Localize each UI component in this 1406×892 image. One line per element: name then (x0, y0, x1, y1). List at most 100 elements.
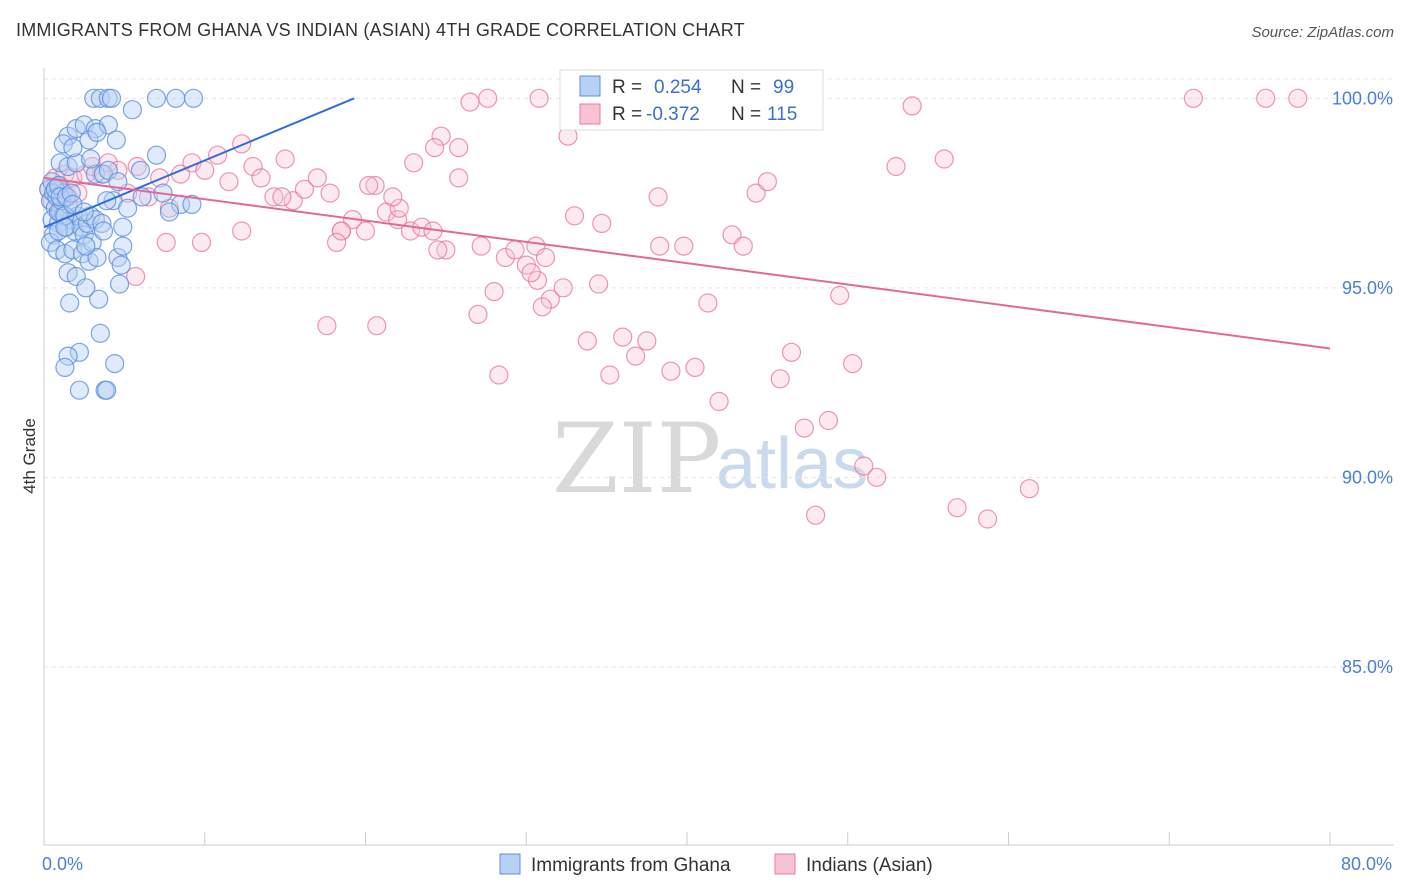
point-indians (1256, 88, 1276, 108)
point-indians (219, 172, 239, 192)
point-ghana (92, 213, 112, 233)
point-indians (600, 365, 620, 385)
point-ghana (105, 354, 125, 374)
point-indians (431, 126, 451, 146)
point-indians (637, 331, 657, 351)
point-indians (521, 263, 541, 283)
legend-r-value-indians: -0.372 (646, 104, 700, 125)
stats-legend: R = 0.254 N = 99 R = -0.372 N = 115 (559, 69, 824, 131)
point-indians (1288, 88, 1308, 108)
point-indians (505, 240, 525, 260)
point-indians (553, 278, 573, 298)
watermark-atlas: atlas (716, 424, 868, 504)
point-indians (1183, 88, 1204, 108)
point-indians (327, 232, 347, 252)
point-ghana (89, 289, 109, 309)
point-indians (126, 266, 146, 287)
trend-line-indians (43, 176, 1331, 350)
point-indians (613, 327, 633, 347)
point-ghana (98, 115, 118, 135)
point-indians (359, 175, 379, 196)
point-indians (532, 297, 552, 317)
chart-title: IMMIGRANTS FROM GHANA VS INDIAN (ASIAN) … (16, 20, 745, 40)
point-indians (275, 149, 295, 169)
point-indians (478, 88, 498, 108)
point-indians (934, 149, 954, 169)
source-label: Source: ZipAtlas.com (1251, 24, 1394, 41)
point-indians (529, 88, 549, 108)
point-indians (564, 206, 585, 226)
point-indians (757, 172, 778, 192)
point-indians (383, 187, 403, 207)
point-indians (460, 92, 480, 112)
bottom-legend-swatch-indians (774, 853, 796, 875)
point-indians (592, 213, 612, 233)
point-indians (674, 236, 694, 256)
point-indians (733, 236, 753, 256)
point-indians (317, 316, 337, 336)
point-ghana (79, 130, 99, 150)
point-ghana (76, 278, 96, 298)
point-indians (648, 187, 668, 207)
point-indians (794, 418, 814, 438)
legend-n-label-indians: N = (731, 104, 761, 125)
point-indians (577, 331, 597, 351)
trend-lines (43, 97, 1331, 350)
point-indians (365, 175, 385, 196)
point-ghana (87, 247, 107, 268)
point-indians (842, 354, 863, 374)
point-ghana (63, 194, 83, 214)
point-indians (709, 391, 729, 412)
series-immigrants-ghana (39, 88, 204, 400)
point-ghana (90, 88, 110, 108)
point-ghana (63, 138, 83, 158)
point-indians (425, 138, 445, 158)
point-indians (805, 505, 826, 525)
point-ghana (159, 202, 179, 222)
point-ghana (122, 100, 142, 120)
point-ghana (69, 380, 90, 400)
bottom-legend-label-ghana: Immigrants from Ghana (531, 855, 731, 876)
point-ghana (101, 88, 122, 108)
legend-n-value-ghana: 99 (773, 77, 794, 98)
point-indians (977, 509, 998, 529)
point-ghana (113, 217, 133, 237)
point-indians (489, 365, 509, 385)
point-indians (698, 293, 718, 313)
point-indians (127, 156, 147, 177)
point-ghana (97, 380, 117, 400)
point-indians (484, 282, 504, 302)
legend-swatch-ghana (579, 75, 601, 97)
point-indians (947, 498, 967, 518)
point-ghana (90, 323, 110, 343)
watermark-zip: ZIP (552, 403, 721, 515)
point-indians (294, 179, 314, 199)
point-indians (355, 221, 376, 241)
point-indians (540, 289, 561, 309)
point-indians (436, 240, 456, 260)
point-indians (367, 316, 387, 336)
point-indians (830, 285, 850, 305)
point-indians (527, 270, 548, 290)
point-indians (471, 236, 491, 256)
point-ghana (53, 134, 73, 154)
point-indians (232, 221, 252, 241)
point-ghana (66, 153, 86, 173)
point-indians (389, 198, 409, 218)
point-indians (588, 274, 609, 294)
point-indians (283, 191, 303, 211)
point-indians (251, 168, 271, 188)
point-indians (272, 187, 292, 207)
x-tick-marks (43, 832, 1331, 845)
point-indians (243, 156, 263, 177)
point-ghana (80, 149, 101, 169)
point-ghana (74, 202, 94, 222)
legend-swatch-indians (579, 103, 601, 125)
point-ghana (146, 145, 167, 165)
point-ghana (111, 255, 131, 275)
series-indians-asian (39, 88, 1308, 529)
point-ghana (76, 236, 96, 256)
point-ghana (130, 160, 150, 180)
point-indians (661, 361, 681, 381)
